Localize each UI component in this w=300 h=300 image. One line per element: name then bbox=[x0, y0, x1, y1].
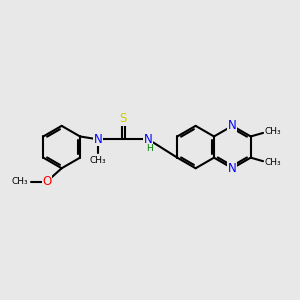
Text: N: N bbox=[228, 119, 237, 132]
Text: N: N bbox=[228, 162, 237, 175]
Text: H: H bbox=[146, 144, 153, 153]
Text: CH₃: CH₃ bbox=[265, 158, 281, 167]
Text: N: N bbox=[94, 133, 103, 146]
Text: O: O bbox=[42, 175, 52, 188]
Text: CH₃: CH₃ bbox=[265, 127, 281, 136]
Text: CH₃: CH₃ bbox=[11, 177, 28, 186]
Text: N: N bbox=[144, 133, 153, 146]
Text: S: S bbox=[120, 112, 127, 125]
Text: CH₃: CH₃ bbox=[90, 156, 106, 165]
